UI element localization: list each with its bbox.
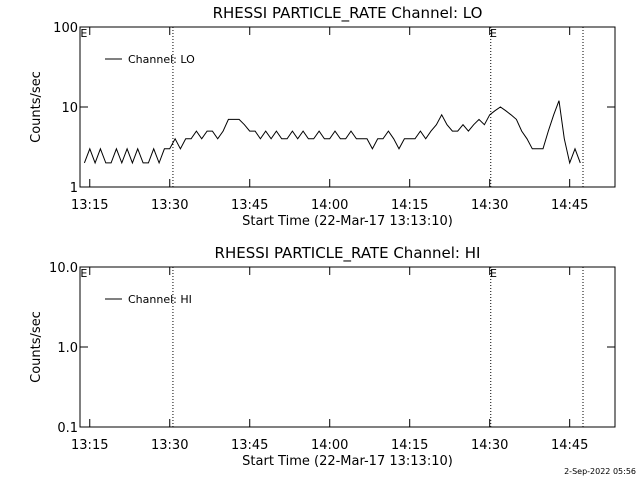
x-tick-label: 13:45 [231,438,268,453]
x-axis-label: Start Time (22-Mar-17 13:13:10) [242,214,453,229]
x-tick-label: 14:15 [391,438,428,453]
legend-label: Channel: LO [128,53,195,66]
footer: 2-Sep-2022 05:56 [564,467,636,476]
x-tick-label: 13:45 [231,198,268,213]
y-axis-label: Counts/sec [29,311,44,383]
x-tick-label: 14:45 [551,198,588,213]
y-tick-label: 1 [70,181,78,196]
x-tick-label: 13:30 [151,198,188,213]
annotation: E [80,27,87,40]
x-tick-label: 13:15 [71,198,108,213]
data-line [83,100,581,165]
y-tick-label: 1.0 [57,341,78,356]
legend-label: Channel: HI [128,293,192,306]
x-tick-label: 13:15 [71,438,108,453]
x-axis-label: Start Time (22-Mar-17 13:13:10) [242,454,453,469]
x-tick-label: 13:30 [151,438,188,453]
chart-title: RHESSI PARTICLE_RATE Channel: HI [215,244,481,263]
annotation: E [490,267,497,280]
y-axis-label: Counts/sec [29,71,44,143]
y-tick-label: 0.1 [57,421,78,436]
y-tick-label: 10.0 [49,261,78,276]
x-tick-label: 14:30 [471,438,508,453]
annotation: E [490,27,497,40]
x-tick-label: 14:00 [311,198,348,213]
chart-title: RHESSI PARTICLE_RATE Channel: LO [213,4,483,23]
x-tick-label: 14:45 [551,438,588,453]
annotation: E [80,267,87,280]
y-tick-label: 100 [53,21,78,36]
x-tick-label: 14:15 [391,198,428,213]
x-tick-label: 14:00 [311,438,348,453]
y-tick-label: 10 [61,101,78,116]
x-tick-label: 14:30 [471,198,508,213]
